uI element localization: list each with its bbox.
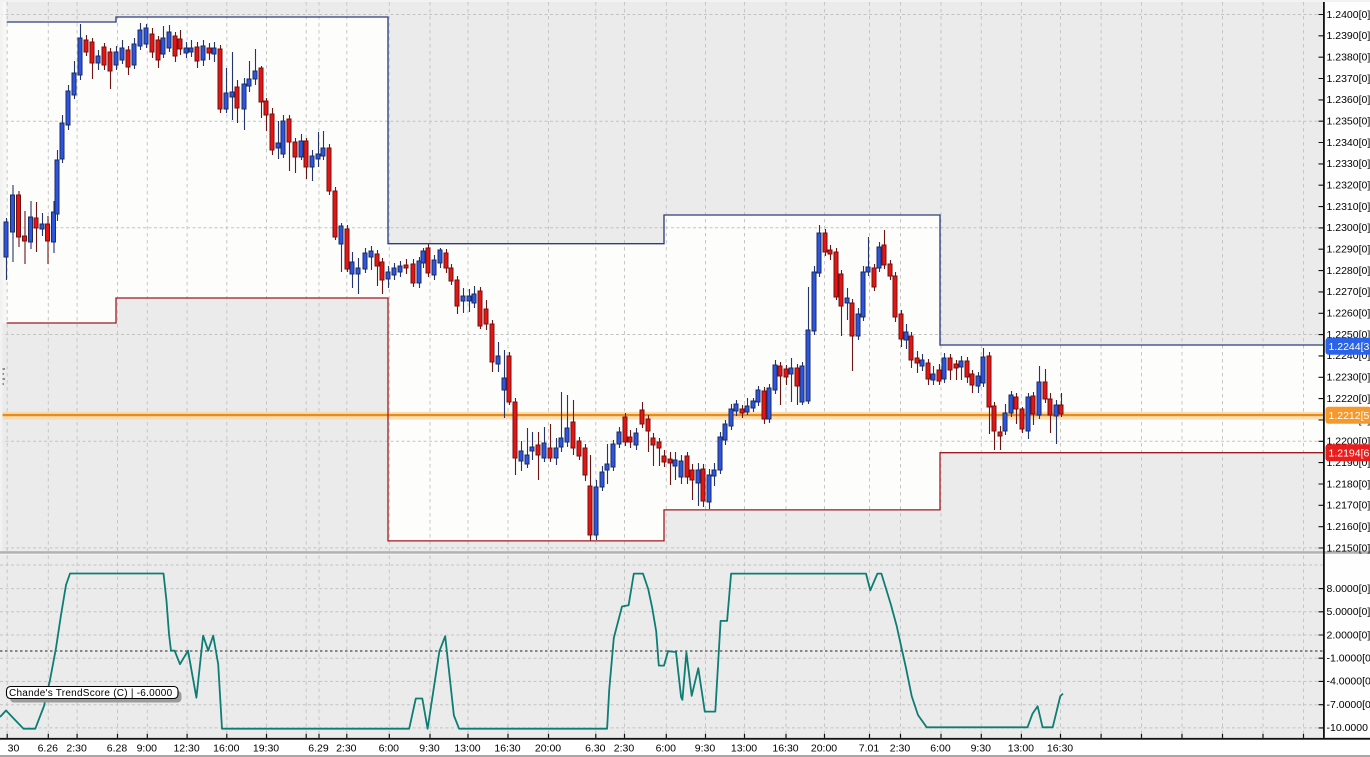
svg-text:9:30: 9:30 xyxy=(419,742,440,754)
svg-text:1.2220[0]: 1.2220[0] xyxy=(1327,393,1370,405)
svg-text:1.2330[0]: 1.2330[0] xyxy=(1327,158,1370,170)
svg-text:1.2280[0]: 1.2280[0] xyxy=(1327,265,1370,277)
svg-text:1.2270[0]: 1.2270[0] xyxy=(1327,286,1370,298)
svg-text:16:30: 16:30 xyxy=(494,742,520,754)
svg-text:-7.0000[0: -7.0000[0 xyxy=(1327,699,1370,711)
svg-text:7.01: 7.01 xyxy=(859,742,880,754)
svg-text:13:00: 13:00 xyxy=(731,742,757,754)
svg-text:6:00: 6:00 xyxy=(379,742,400,754)
svg-text:1.2320[0]: 1.2320[0] xyxy=(1327,180,1370,192)
svg-text:1.2180[0]: 1.2180[0] xyxy=(1327,478,1370,490)
svg-text:1.2400[0]: 1.2400[0] xyxy=(1327,9,1370,21)
svg-text:13:00: 13:00 xyxy=(454,742,480,754)
svg-text:8.0000[0]: 8.0000[0] xyxy=(1327,583,1370,595)
svg-text:30: 30 xyxy=(8,742,20,754)
svg-text:1.2390[0]: 1.2390[0] xyxy=(1327,30,1370,42)
svg-text:2:30: 2:30 xyxy=(66,742,87,754)
svg-text:12:30: 12:30 xyxy=(173,742,199,754)
svg-text:1.2230[0]: 1.2230[0] xyxy=(1327,372,1370,384)
svg-text:-4.0000[0: -4.0000[0 xyxy=(1327,676,1370,688)
svg-text:1.2160[0]: 1.2160[0] xyxy=(1327,521,1370,533)
svg-text:9:00: 9:00 xyxy=(137,742,158,754)
svg-text:16:30: 16:30 xyxy=(1047,742,1073,754)
svg-text:20:00: 20:00 xyxy=(535,742,561,754)
svg-text:1.2212[5: 1.2212[5 xyxy=(1329,410,1370,422)
svg-text:6:00: 6:00 xyxy=(656,742,677,754)
svg-text:1.2150[0]: 1.2150[0] xyxy=(1327,542,1370,554)
svg-text:16:30: 16:30 xyxy=(772,742,798,754)
svg-text:2.0000[0]: 2.0000[0] xyxy=(1327,629,1370,641)
svg-text:1.2360[0]: 1.2360[0] xyxy=(1327,94,1370,106)
svg-text:19:30: 19:30 xyxy=(253,742,279,754)
svg-text:6.29: 6.29 xyxy=(308,742,329,754)
svg-text:6.28: 6.28 xyxy=(107,742,128,754)
svg-text:1.2300[0]: 1.2300[0] xyxy=(1327,222,1370,234)
svg-text:5.0000[0]: 5.0000[0] xyxy=(1327,606,1370,618)
svg-text:1.2170[0]: 1.2170[0] xyxy=(1327,500,1370,512)
svg-text:6:00: 6:00 xyxy=(930,742,951,754)
svg-text:1.2260[0]: 1.2260[0] xyxy=(1327,308,1370,320)
svg-text:1.2350[0]: 1.2350[0] xyxy=(1327,116,1370,128)
svg-text:2:30: 2:30 xyxy=(336,742,357,754)
svg-text:-10.0000: -10.0000 xyxy=(1327,722,1369,734)
svg-text:2:30: 2:30 xyxy=(614,742,635,754)
svg-text:6.30: 6.30 xyxy=(585,742,606,754)
svg-text:20:00: 20:00 xyxy=(811,742,837,754)
svg-text:9:30: 9:30 xyxy=(695,742,716,754)
svg-text:2:30: 2:30 xyxy=(890,742,911,754)
svg-text:1.2290[0]: 1.2290[0] xyxy=(1327,244,1370,256)
svg-text:1.2380[0]: 1.2380[0] xyxy=(1327,52,1370,64)
svg-text:16:00: 16:00 xyxy=(213,742,239,754)
svg-text:1.2340[0]: 1.2340[0] xyxy=(1327,137,1370,149)
svg-text:13:00: 13:00 xyxy=(1008,742,1034,754)
svg-text:6.26: 6.26 xyxy=(38,742,59,754)
svg-text:1.2244[3: 1.2244[3 xyxy=(1329,341,1370,353)
svg-text:1.2370[0]: 1.2370[0] xyxy=(1327,73,1370,85)
svg-text:9:30: 9:30 xyxy=(971,742,992,754)
svg-text:Chande's TrendScore (C) | -6.0: Chande's TrendScore (C) | -6.0000 xyxy=(9,688,173,699)
svg-text:-1.0000[0: -1.0000[0 xyxy=(1327,653,1370,665)
svg-text:1.2194[6: 1.2194[6 xyxy=(1329,448,1370,460)
svg-text:1.2310[0]: 1.2310[0] xyxy=(1327,201,1370,213)
